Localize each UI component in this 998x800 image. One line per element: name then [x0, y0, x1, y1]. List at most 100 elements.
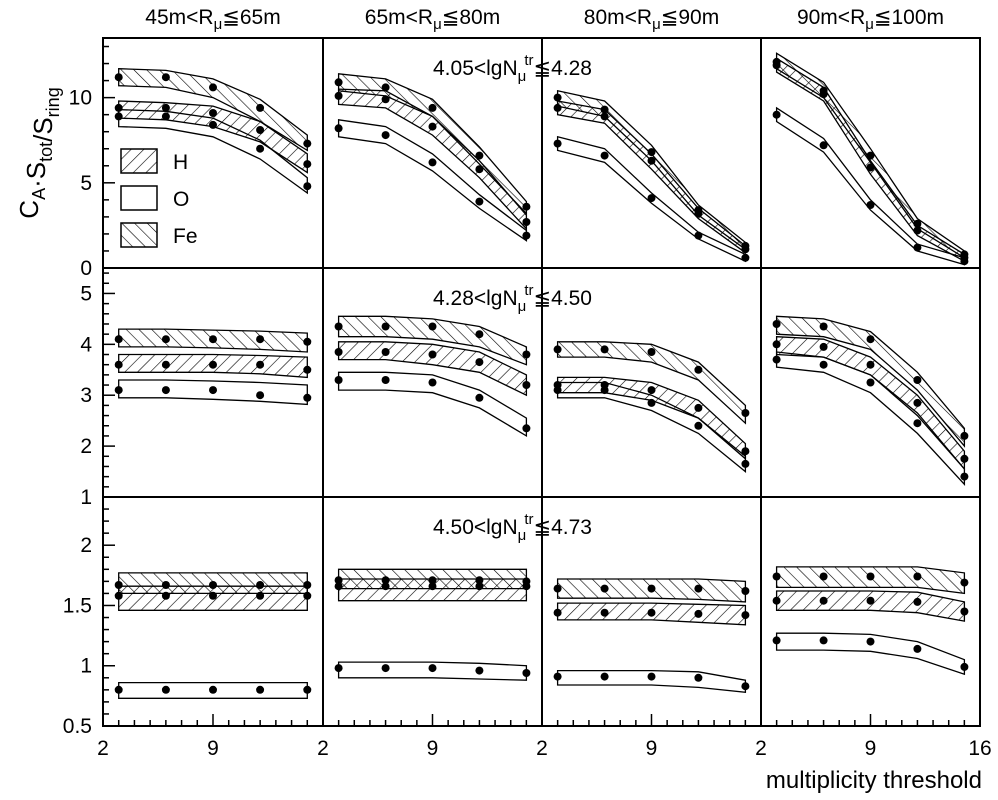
data-point-h: [522, 218, 531, 226]
data-point-o: [475, 197, 484, 206]
data-point-h: [694, 609, 703, 618]
data-point-h: [303, 591, 312, 600]
x-tick-label: 2: [317, 737, 329, 760]
data-point-o: [647, 194, 656, 203]
legend-label-fe: Fe: [173, 225, 198, 248]
data-point-o: [913, 419, 922, 428]
data-point-h: [161, 360, 170, 369]
data-point-fe: [819, 86, 828, 95]
data-point-fe: [819, 572, 828, 581]
data-point-o: [866, 378, 875, 387]
data-point-o: [475, 393, 484, 402]
data-point-fe: [475, 151, 484, 160]
data-point-o: [522, 424, 531, 433]
legend-swatch-fe: [120, 222, 158, 248]
data-point-fe: [772, 572, 781, 581]
data-point-o: [209, 386, 217, 395]
column-title-2: 80m<Rμ≦90m: [584, 6, 719, 33]
x-tick-label: 9: [646, 737, 658, 760]
panel-r0-c2: [553, 89, 750, 263]
data-point-o: [114, 685, 123, 694]
data-point-o: [553, 139, 562, 148]
data-point-fe: [866, 572, 875, 581]
data-point-fe: [553, 584, 562, 593]
row-label-2: 4.50<lgNμtr≦4.73: [433, 511, 592, 544]
data-point-o: [428, 664, 437, 673]
data-point-fe: [256, 581, 265, 589]
data-point-o: [334, 124, 343, 133]
data-point-fe: [381, 322, 390, 331]
panel-r0-c1: [334, 73, 531, 242]
data-point-h: [772, 596, 781, 605]
data-point-h: [334, 582, 343, 591]
data-point-h: [819, 596, 828, 605]
data-point-o: [256, 685, 265, 694]
data-point-h: [161, 103, 170, 112]
panel-r1-c0: [114, 328, 312, 406]
data-point-o: [960, 662, 969, 671]
data-point-fe: [381, 83, 390, 92]
x-tick-label: 2: [536, 737, 548, 760]
legend-label-h: H: [173, 151, 188, 174]
data-point-fe: [772, 320, 781, 328]
data-point-o: [913, 644, 922, 653]
panel-grid: [114, 52, 969, 699]
data-point-o: [866, 637, 875, 646]
data-point-o: [256, 391, 265, 400]
data-point-fe: [522, 577, 531, 586]
data-point-h: [114, 103, 123, 112]
y-axis-title: CA·Stot/Sring: [14, 87, 63, 218]
data-point-o: [819, 360, 828, 369]
data-point-h: [161, 591, 170, 600]
data-point-fe: [475, 576, 484, 585]
column-title-0: 45m<Rμ≦65m: [145, 6, 280, 33]
panel-r2-c1: [334, 568, 531, 681]
data-point-fe: [161, 73, 170, 82]
band-o: [337, 119, 528, 242]
data-point-fe: [600, 345, 609, 354]
band-h: [775, 590, 966, 622]
data-point-o: [303, 393, 312, 402]
data-point-fe: [819, 322, 828, 331]
y-tick-label: 10: [69, 87, 92, 110]
data-point-h: [334, 348, 343, 356]
data-point-fe: [913, 376, 922, 384]
data-point-h: [256, 591, 265, 600]
data-point-h: [428, 122, 437, 131]
data-point-o: [694, 421, 703, 430]
x-tick-label: 2: [97, 737, 109, 760]
band-fe: [556, 341, 747, 425]
y-tick-label: 5: [80, 172, 92, 195]
data-point-fe: [694, 365, 703, 374]
data-point-h: [866, 360, 875, 369]
data-point-fe: [428, 103, 437, 112]
data-point-h: [428, 350, 437, 359]
legend-swatch-h: [120, 148, 158, 174]
data-point-h: [913, 226, 922, 235]
data-point-h: [256, 360, 265, 369]
data-point-o: [522, 669, 531, 677]
data-point-h: [553, 608, 562, 617]
data-point-h: [209, 591, 217, 600]
data-point-o: [475, 666, 484, 675]
data-point-o: [647, 672, 656, 681]
data-point-fe: [381, 576, 390, 585]
y-tick-label: 2: [80, 534, 92, 557]
legend: HO Fe: [120, 148, 198, 248]
data-point-fe: [647, 148, 656, 157]
data-point-h: [913, 398, 922, 407]
data-point-fe: [303, 337, 312, 346]
data-point-o: [381, 131, 390, 140]
data-point-fe: [913, 572, 922, 581]
legend-label-o: O: [173, 188, 189, 211]
data-point-o: [772, 355, 781, 364]
data-point-fe: [741, 241, 750, 250]
data-point-o: [209, 685, 217, 694]
data-point-o: [209, 120, 217, 129]
y-tick-label: 0.5: [63, 715, 92, 738]
data-point-o: [114, 386, 123, 395]
data-point-o: [428, 158, 437, 167]
data-point-o: [600, 151, 609, 160]
column-titles: 45m<Rμ≦65m 65m<Rμ≦80m 80m<Rμ≦90m 90m<Rμ≦100…: [145, 6, 944, 33]
